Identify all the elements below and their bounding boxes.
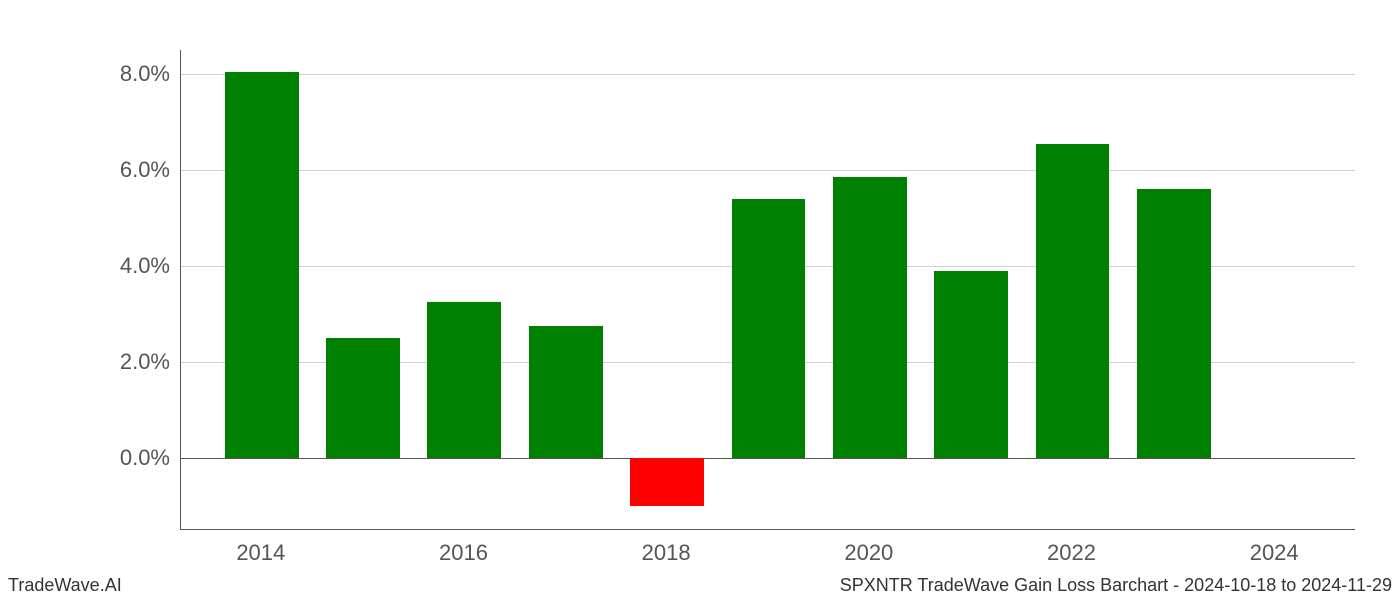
bar-2014: [225, 72, 299, 458]
x-tick-label: 2022: [1047, 540, 1096, 566]
zero-line: [181, 458, 1355, 459]
gridline: [181, 170, 1355, 171]
gridline: [181, 74, 1355, 75]
y-tick-label: 8.0%: [120, 61, 170, 87]
y-tick-label: 2.0%: [120, 349, 170, 375]
y-tick-label: 4.0%: [120, 253, 170, 279]
footer-right-caption: SPXNTR TradeWave Gain Loss Barchart - 20…: [840, 575, 1392, 596]
bar-2017: [529, 326, 603, 458]
y-tick-label: 0.0%: [120, 445, 170, 471]
x-tick-label: 2016: [439, 540, 488, 566]
bar-2015: [326, 338, 400, 458]
x-tick-label: 2020: [844, 540, 893, 566]
footer-left-brand: TradeWave.AI: [8, 575, 122, 596]
x-tick-label: 2018: [642, 540, 691, 566]
bar-2022: [1036, 144, 1110, 458]
y-tick-label: 6.0%: [120, 157, 170, 183]
bar-2018: [630, 458, 704, 506]
bar-2021: [934, 271, 1008, 458]
bar-2016: [427, 302, 501, 458]
bar-2023: [1137, 189, 1211, 458]
gain-loss-barchart: TradeWave.AI SPXNTR TradeWave Gain Loss …: [0, 0, 1400, 600]
x-tick-label: 2014: [236, 540, 285, 566]
x-tick-label: 2024: [1250, 540, 1299, 566]
plot-area: [180, 50, 1355, 530]
bar-2019: [732, 199, 806, 458]
bar-2020: [833, 177, 907, 458]
